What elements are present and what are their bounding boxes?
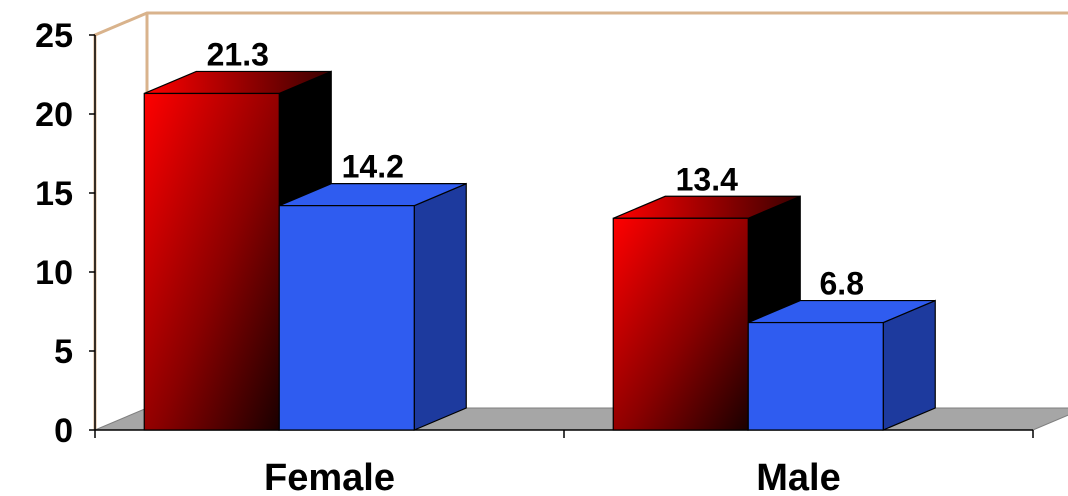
labels: 0 5 10 15 20 25 Female Male 21.3 14.2 13.4 6.8	[35, 17, 864, 496]
y-tick-label: 10	[35, 254, 73, 292]
y-tick-label: 0	[54, 412, 73, 450]
bar-front	[278, 205, 415, 431]
y-tick-label: 20	[35, 96, 73, 134]
data-label: 14.2	[342, 149, 404, 185]
data-label: 6.8	[820, 266, 864, 302]
data-label: 13.4	[676, 161, 738, 197]
bar	[747, 299, 936, 431]
bar-front	[747, 321, 884, 431]
bar-side	[413, 182, 467, 431]
bar-front	[143, 92, 280, 431]
data-label: 21.3	[207, 36, 269, 72]
x-category-label: Female	[264, 457, 395, 496]
x-category-label: Male	[756, 457, 840, 496]
bar-front	[612, 217, 749, 431]
bar	[278, 182, 467, 431]
bar-side	[882, 299, 936, 431]
y-tick-label: 25	[35, 17, 73, 55]
y-tick-label: 15	[35, 175, 73, 213]
y-tick-label: 5	[54, 333, 73, 371]
bars	[143, 70, 936, 431]
